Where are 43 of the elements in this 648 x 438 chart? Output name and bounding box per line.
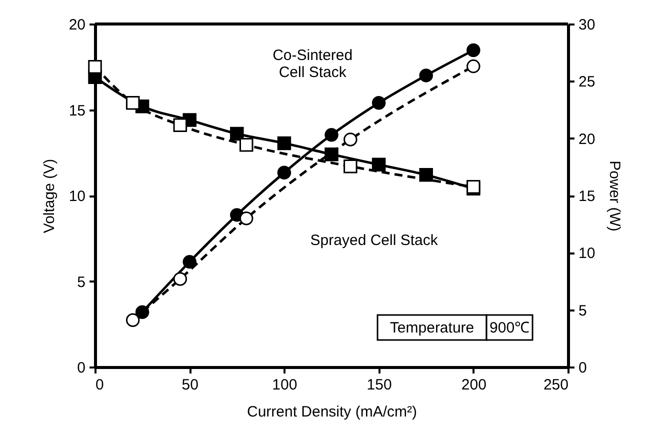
point — [277, 166, 292, 180]
point — [230, 126, 244, 141]
point — [344, 159, 358, 174]
point — [372, 158, 386, 172]
y2-tick-label: 25 — [578, 74, 596, 91]
point — [126, 313, 140, 327]
point — [239, 138, 254, 152]
y2-tick-label: 30 — [578, 16, 596, 34]
annotation: 900℃ — [490, 320, 530, 336]
y2-tick-label: 5 — [578, 302, 587, 320]
annotation: Sprayed Cell Stack — [310, 232, 438, 250]
point — [419, 68, 433, 82]
y2-tick-label: 15 — [578, 188, 596, 205]
point — [344, 132, 358, 146]
point — [277, 136, 292, 150]
y-tick-label: 0 — [77, 360, 86, 376]
point — [372, 96, 386, 110]
y-axis-title: Voltage (V) — [40, 158, 58, 234]
y-tick-label: 10 — [68, 188, 86, 205]
y-tick-label: 20 — [68, 16, 86, 34]
point — [173, 272, 188, 286]
point — [324, 128, 338, 142]
point — [173, 118, 188, 132]
y2-tick-label: 10 — [578, 245, 596, 262]
x-tick-label: 50 — [182, 376, 198, 394]
y2-tick-label: 20 — [578, 130, 596, 148]
point — [466, 43, 480, 58]
y-tick-label: 5 — [77, 274, 86, 291]
y2-axis-title: Power (W) — [606, 160, 624, 232]
annotation: Temperature — [390, 320, 474, 336]
point — [126, 96, 140, 110]
annotation: Co-Sintered Cell Stack — [272, 47, 353, 82]
point — [88, 60, 102, 74]
x-tick-label: 250 — [543, 376, 568, 394]
x-tick-label: 150 — [366, 376, 392, 394]
x-tick-label: 200 — [461, 376, 486, 394]
y2-tick-label: 0 — [578, 360, 587, 376]
x-axis-title: Current Density (mA/cm²) — [246, 404, 418, 420]
point — [419, 168, 433, 182]
x-tick-label: 100 — [272, 376, 298, 394]
y-tick-label: 15 — [68, 102, 86, 120]
x-tick-label: 0 — [96, 376, 104, 394]
point — [182, 254, 196, 269]
